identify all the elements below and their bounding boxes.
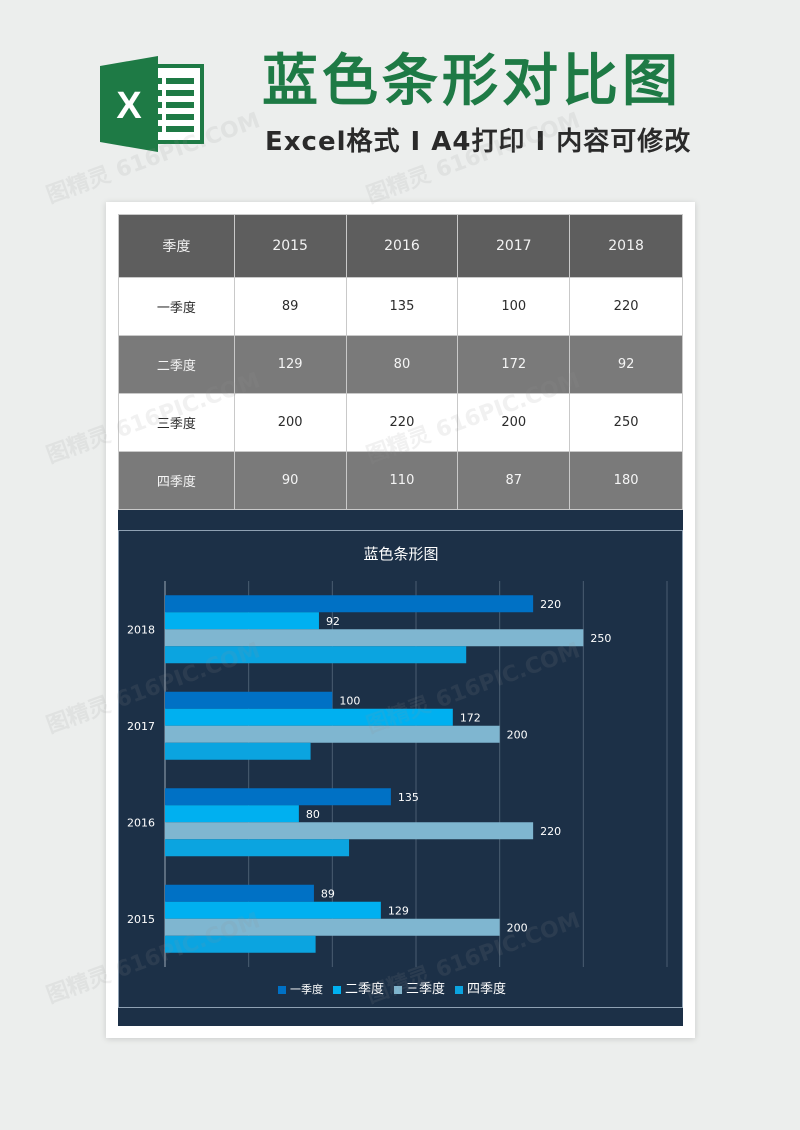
legend-label: 二季度 xyxy=(345,982,385,997)
bar xyxy=(165,918,500,936)
bar xyxy=(165,595,534,613)
logo-letter: X xyxy=(116,85,142,127)
data-label: 200 xyxy=(507,921,528,934)
data-label: 92 xyxy=(326,615,340,628)
page-title: 蓝色条形对比图 xyxy=(262,49,682,114)
table-cell[interactable]: 87 xyxy=(457,451,571,510)
legend-label: 三季度 xyxy=(406,982,446,997)
bar xyxy=(165,691,333,709)
table-row: 一季度 89 135 100 220 xyxy=(118,277,683,336)
legend-swatch xyxy=(278,986,286,994)
table-cell[interactable]: 172 xyxy=(457,335,571,394)
table-cell[interactable]: 四季度 xyxy=(118,451,235,510)
table-row: 四季度 90 110 87 180 xyxy=(118,451,683,510)
table-header-cell: 2015 xyxy=(233,214,347,278)
data-label: 89 xyxy=(321,887,335,900)
table-cell[interactable]: 90 xyxy=(233,451,347,510)
data-label: 220 xyxy=(540,598,561,611)
page-subtitle: Excel格式 I A4打印 I 内容可修改 xyxy=(265,127,692,157)
data-table: 季度 2015 2016 2017 2018 一季度 89 135 100 22… xyxy=(118,214,683,510)
table-row: 二季度 129 80 172 92 xyxy=(118,335,683,394)
table-cell[interactable]: 80 xyxy=(345,335,459,394)
bar xyxy=(165,708,453,726)
bar xyxy=(165,629,584,647)
table-cell[interactable]: 89 xyxy=(233,277,347,336)
legend-label: 一季度 xyxy=(290,983,323,996)
table-header-cell: 2017 xyxy=(457,214,571,278)
bar xyxy=(165,839,350,857)
legend-swatch xyxy=(455,986,464,994)
chart-title: 蓝色条形图 xyxy=(363,545,438,563)
bar xyxy=(165,935,316,953)
table-cell[interactable]: 二季度 xyxy=(118,335,235,394)
bar xyxy=(165,646,467,664)
table-cell[interactable]: 250 xyxy=(569,393,683,452)
chart-legend: 一季度 二季度 三季度 四季度 xyxy=(278,982,506,998)
table-row: 三季度 200 220 200 250 xyxy=(118,393,683,452)
data-label: 200 xyxy=(507,728,528,741)
bar xyxy=(165,612,319,630)
bar-chart: 蓝色条形图 2015 89 129 200 2016 135 80 220 2017 100 172… xyxy=(127,545,668,967)
table-header-cell: 2018 xyxy=(569,214,683,278)
data-label: 250 xyxy=(590,632,611,645)
legend-item[interactable]: 二季度 xyxy=(333,982,384,998)
table-cell[interactable]: 92 xyxy=(569,335,683,394)
table-cell[interactable]: 180 xyxy=(569,451,683,510)
data-label: 172 xyxy=(460,711,481,724)
data-label: 80 xyxy=(306,808,320,821)
table-cell[interactable]: 200 xyxy=(233,393,347,452)
category-label: 2017 xyxy=(127,720,155,733)
table-cell[interactable]: 110 xyxy=(345,451,459,510)
table-cell[interactable]: 三季度 xyxy=(118,393,235,452)
data-label: 129 xyxy=(388,904,409,917)
data-label: 100 xyxy=(339,694,360,707)
data-label: 135 xyxy=(398,791,419,804)
legend-swatch xyxy=(394,986,403,994)
legend-swatch xyxy=(333,986,341,994)
data-label: 220 xyxy=(540,825,561,838)
bar xyxy=(165,788,391,806)
legend-item[interactable]: 三季度 xyxy=(394,982,445,998)
chart-frame[interactable]: 蓝色条形图 2015 89 129 200 2016 135 80 220 2017 100 172… xyxy=(118,530,683,1008)
table-cell[interactable]: 220 xyxy=(345,393,459,452)
bar xyxy=(165,901,381,919)
table-header-cell: 季度 xyxy=(118,214,235,278)
table-cell[interactable]: 200 xyxy=(457,393,571,452)
legend-item[interactable]: 四季度 xyxy=(455,982,506,998)
table-cell[interactable]: 135 xyxy=(345,277,459,336)
category-label: 2015 xyxy=(127,913,155,926)
table-header-cell: 2016 xyxy=(345,214,459,278)
bar xyxy=(165,725,500,743)
category-label: 2016 xyxy=(127,816,155,829)
bar xyxy=(165,805,299,823)
legend-label: 四季度 xyxy=(467,982,507,997)
table-header-row: 季度 2015 2016 2017 2018 xyxy=(118,214,683,278)
table-cell[interactable]: 220 xyxy=(569,277,683,336)
table-cell[interactable]: 100 xyxy=(457,277,571,336)
legend-item[interactable]: 一季度 xyxy=(278,982,323,998)
bar xyxy=(165,884,314,902)
bar xyxy=(165,742,311,760)
table-cell[interactable]: 一季度 xyxy=(118,277,235,336)
excel-logo-icon: X xyxy=(100,56,208,152)
table-cell[interactable]: 129 xyxy=(233,335,347,394)
category-label: 2018 xyxy=(127,623,155,636)
bar xyxy=(165,822,534,840)
